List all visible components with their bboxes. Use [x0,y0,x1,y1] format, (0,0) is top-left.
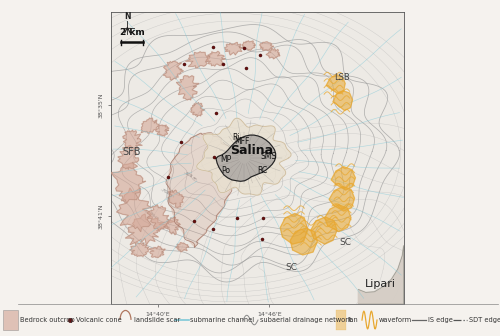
Text: Ri: Ri [232,133,239,142]
Polygon shape [266,48,280,59]
Polygon shape [324,205,351,232]
Text: SMS: SMS [260,152,276,161]
Text: N: N [124,11,130,20]
Polygon shape [331,167,355,190]
Polygon shape [326,75,345,94]
Polygon shape [280,213,308,244]
Text: landslide scar: landslide scar [134,317,180,323]
Polygon shape [358,246,404,304]
Polygon shape [206,51,226,66]
Polygon shape [164,217,180,235]
Text: SC: SC [339,238,351,247]
Polygon shape [176,76,199,100]
Polygon shape [191,102,205,117]
Text: Bedrock outcrop: Bedrock outcrop [20,317,74,323]
Text: MFF: MFF [234,137,250,146]
Polygon shape [310,217,337,244]
Polygon shape [260,42,274,50]
Polygon shape [224,42,244,55]
Polygon shape [118,145,139,170]
Polygon shape [290,228,318,255]
Polygon shape [168,133,234,247]
Polygon shape [176,243,188,252]
Text: IS edge: IS edge [428,317,452,323]
Bar [336,310,346,330]
Text: Volcanic cone: Volcanic cone [76,317,121,323]
Polygon shape [196,118,291,195]
Text: 2 km: 2 km [120,28,144,37]
Text: Salina: Salina [230,144,273,157]
Polygon shape [168,190,184,208]
Text: RC: RC [257,166,267,175]
Text: -1000 m: -1000 m [142,208,159,220]
Polygon shape [333,91,352,111]
Polygon shape [126,214,166,245]
Text: fan: fan [348,317,359,323]
Text: SDT edge: SDT edge [468,317,500,323]
Text: waveform: waveform [379,317,412,323]
Polygon shape [130,243,148,256]
Text: Lipari: Lipari [365,279,396,289]
Text: -400 m: -400 m [183,170,198,181]
Text: SC: SC [285,263,297,272]
Polygon shape [123,130,142,152]
Text: MP: MP [220,155,232,164]
Polygon shape [111,163,146,203]
Text: Po: Po [222,166,230,175]
Polygon shape [242,41,256,50]
Polygon shape [329,186,354,211]
Text: submarine channel: submarine channel [190,317,254,323]
Text: -700 m: -700 m [159,187,174,198]
Text: -100 m: -100 m [213,159,228,169]
Polygon shape [147,205,174,232]
Polygon shape [216,135,276,181]
Polygon shape [149,246,165,258]
Bar [2,310,18,330]
Text: SFB: SFB [122,147,141,157]
Text: subaerial drainage network: subaerial drainage network [260,317,352,323]
Polygon shape [116,188,152,232]
Polygon shape [156,125,169,136]
Polygon shape [163,61,184,80]
Polygon shape [186,52,210,68]
Text: LSB: LSB [334,73,350,82]
Polygon shape [141,118,159,133]
